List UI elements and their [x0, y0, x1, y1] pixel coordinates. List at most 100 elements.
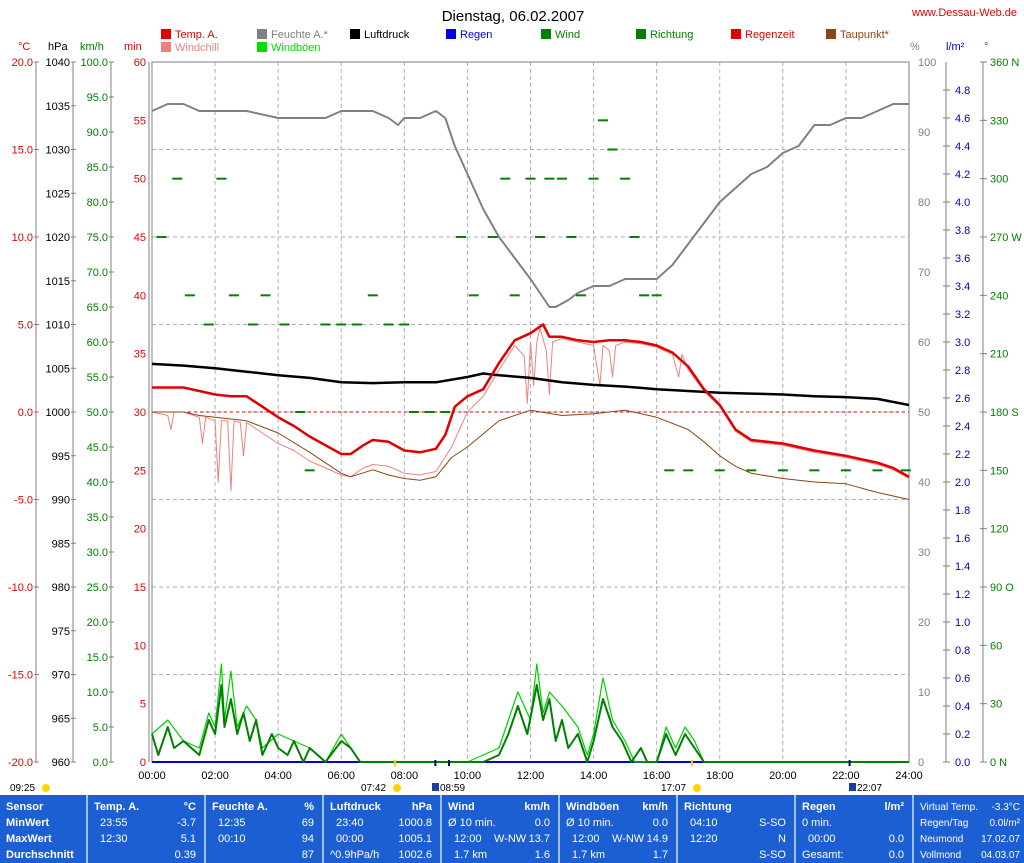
stats-extra-new-moon-value: 17.02.07: [981, 834, 1020, 845]
axis-tick-press: 1035: [46, 101, 70, 113]
stats-feuchte-min-value: 69: [301, 817, 314, 829]
axis-tick-time: 02:00: [201, 770, 229, 782]
stats-luftdruck-header: Luftdruck: [330, 801, 381, 813]
axis-tick-time: 18:00: [706, 770, 734, 782]
stats-boeen-max-time: 12:00: [572, 833, 600, 845]
axis-tick-time: 10:00: [454, 770, 482, 782]
axis-tick-press: 975: [52, 626, 70, 638]
axis-tick-wind: 20.0: [87, 617, 108, 629]
richtung-point: [544, 177, 555, 180]
stats-regen-max-time: 00:00: [808, 833, 836, 845]
stats-temp-min-time: 23:55: [100, 817, 128, 829]
richtung-point: [900, 469, 911, 472]
legend-swatch: [350, 29, 360, 39]
axis-tick-wind: 5.0: [93, 722, 108, 734]
axis-tick-press: 995: [52, 451, 70, 463]
richtung-point: [525, 177, 536, 180]
axis-tick-wind: 75.0: [87, 232, 108, 244]
richtung-point: [566, 236, 577, 238]
richtung-point: [598, 119, 609, 122]
richtung-point: [216, 177, 227, 180]
legend-swatch: [541, 29, 551, 39]
axis-tick-rain: 1.8: [955, 505, 970, 517]
axis-tick-min: 10: [134, 640, 146, 652]
richtung-point: [509, 294, 520, 297]
richtung-point: [500, 177, 511, 180]
axis-tick-temp: -10.0: [8, 582, 33, 594]
richtung-point: [468, 294, 479, 297]
stats-boeen-header: Windböen: [566, 801, 620, 813]
axis-tick-rain: 2.0: [955, 477, 970, 489]
axis-tick-dir: 210: [990, 349, 1008, 361]
stats-wind-unit: km/h: [524, 801, 550, 813]
stats-boeen-max-dir: W-NW: [612, 833, 645, 845]
axis-tick-wind: 0.0: [93, 757, 108, 769]
moon-set-icon: [42, 784, 50, 792]
stats-temp-max-time: 12:30: [100, 833, 128, 845]
axis-tick-time: 06:00: [327, 770, 355, 782]
legend-swatch: [731, 29, 741, 39]
legend-swatch: [446, 29, 456, 39]
axis-tick-min: 25: [134, 465, 146, 477]
astro-time: 09:25: [10, 783, 35, 794]
richtung-point: [872, 469, 883, 472]
richtung-point: [229, 294, 240, 297]
stats-richtung-avg-value: S-SO: [759, 849, 786, 861]
site-link[interactable]: www.Dessau-Web.de: [911, 7, 1017, 19]
richtung-point: [172, 177, 183, 180]
axis-unit-wind: km/h: [80, 41, 104, 53]
stats-feuchte-section: Feuchte A. % 12:35 69 00:10 94 87: [206, 795, 324, 863]
axis-tick-min: 55: [134, 115, 146, 127]
axis-tick-rain: 3.6: [955, 253, 970, 265]
stats-luftdruck-avg-value: 1002.6: [398, 849, 432, 861]
axis-tick-press: 960: [52, 757, 70, 769]
richtung-point: [352, 323, 363, 326]
stats-richtung-min-time: 04:10: [690, 817, 718, 829]
sunrise-icon: [393, 784, 401, 792]
axis-tick-rain: 1.0: [955, 617, 970, 629]
series-taupunkt: [152, 409, 910, 500]
legend-label: Windböen: [271, 42, 321, 54]
legend-label: Temp. A.: [175, 29, 218, 41]
axis-tick-rain: 2.4: [955, 421, 970, 433]
legend-label: Wind: [555, 29, 580, 41]
stats-regen-total-value: 0.0: [888, 849, 904, 861]
richtung-point: [304, 469, 315, 472]
axis-tick-min: 15: [134, 582, 146, 594]
axis-tick-press: 970: [52, 670, 70, 682]
axis-tick-min: 35: [134, 349, 146, 361]
legend-label: Luftdruck: [364, 29, 410, 41]
stats-richtung-section: Richtung 04:10 S-SO 12:20 N S-SO: [678, 795, 796, 863]
richtung-point: [424, 411, 435, 413]
series-wind: [151, 684, 909, 763]
axis-tick-time: 22:00: [832, 770, 860, 782]
stats-extra-full-moon-label: Vollmond: [920, 850, 962, 861]
axis-tick-rain: 4.6: [955, 113, 970, 125]
richtung-point: [320, 323, 331, 326]
axis-tick-time: 04:00: [264, 770, 292, 782]
legend-swatch: [257, 42, 267, 52]
stats-feuchte-max-value: 94: [301, 833, 314, 845]
axis-tick-time: 14:00: [580, 770, 608, 782]
legend-label: Feuchte A.*: [271, 29, 329, 41]
stats-extra-rain-day-value: 0.0l/m²: [989, 818, 1020, 829]
richtung-point: [336, 323, 347, 326]
axis-tick-temp: 5.0: [18, 320, 33, 332]
stats-boeen-avg10-value: 0.0: [652, 817, 668, 829]
axis-tick-min: 50: [134, 174, 146, 186]
axis-tick-wind: 95.0: [87, 92, 108, 104]
axis-tick-rain: 2.6: [955, 393, 970, 405]
axis-tick-rain: 4.2: [955, 169, 970, 181]
axis-tick-wind: 60.0: [87, 337, 108, 349]
richtung-point: [399, 323, 410, 326]
richtung-point: [557, 177, 568, 180]
stats-richtung-min-value: S-SO: [759, 817, 786, 829]
axis-tick-pct: 70: [918, 267, 930, 279]
richtung-point: [664, 469, 675, 472]
axis-tick-wind: 85.0: [87, 162, 108, 174]
legend-swatch: [636, 29, 646, 39]
chart-title: Dienstag, 06.02.2007: [442, 8, 585, 25]
axis-tick-rain: 0.2: [955, 729, 970, 741]
stats-richtung-max-value: N: [778, 833, 786, 845]
stats-extra-virtual-temp-label: Virtual Temp.: [920, 802, 978, 813]
